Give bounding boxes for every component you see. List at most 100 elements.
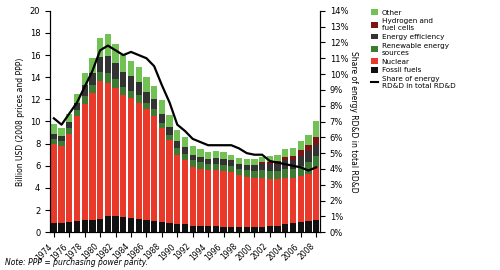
Bar (182, 160, 188, 224)
Bar (158, 114, 165, 123)
Bar (136, 67, 142, 82)
Bar (244, 227, 250, 232)
Bar (66, 114, 72, 122)
Bar (274, 171, 280, 179)
Bar (151, 221, 158, 232)
Bar (120, 217, 126, 232)
Bar (313, 220, 320, 232)
Bar (120, 72, 126, 87)
Bar (97, 57, 103, 72)
Bar (182, 224, 188, 232)
Bar (82, 104, 88, 220)
Bar (66, 222, 72, 232)
Bar (220, 153, 226, 159)
Bar (74, 103, 80, 110)
Bar (128, 60, 134, 76)
Bar (298, 222, 304, 232)
Bar (182, 147, 188, 154)
Bar (182, 137, 188, 147)
Y-axis label: Share of energy RD&D in total RD&D: Share of energy RD&D in total RD&D (349, 51, 358, 192)
Bar (74, 94, 80, 103)
Bar (66, 122, 72, 128)
Bar (290, 148, 296, 156)
Bar (220, 227, 226, 232)
Bar (220, 159, 226, 165)
Bar (274, 155, 280, 161)
Bar (252, 159, 258, 165)
Bar (252, 165, 258, 171)
Bar (97, 72, 103, 80)
Bar (198, 169, 203, 225)
Bar (228, 160, 234, 166)
Bar (252, 171, 258, 178)
Bar (104, 56, 111, 73)
Bar (212, 151, 219, 158)
Bar (190, 167, 196, 225)
Bar (205, 164, 212, 170)
Bar (274, 179, 280, 225)
Bar (198, 149, 203, 157)
Bar (136, 82, 142, 95)
Bar (228, 166, 234, 173)
Bar (190, 160, 196, 167)
Bar (97, 80, 103, 219)
Bar (151, 109, 158, 116)
Bar (166, 140, 172, 223)
Bar (158, 222, 165, 232)
Bar (82, 73, 88, 85)
Bar (212, 158, 219, 164)
Bar (236, 169, 242, 175)
Bar (166, 223, 172, 232)
Bar (144, 103, 150, 109)
Bar (274, 164, 280, 171)
Bar (205, 225, 212, 232)
Bar (136, 219, 142, 232)
Bar (220, 165, 226, 171)
Bar (282, 169, 288, 178)
Bar (236, 227, 242, 232)
Bar (112, 79, 118, 88)
Bar (298, 156, 304, 166)
Bar (97, 219, 103, 232)
Legend: Other, Hydrogen and
fuel cells, Energy efficiency, Renewable energy
sources, Nuc: Other, Hydrogen and fuel cells, Energy e… (368, 6, 458, 92)
Bar (306, 145, 312, 151)
Bar (290, 223, 296, 232)
Bar (104, 83, 111, 215)
Bar (58, 223, 64, 232)
Bar (166, 115, 172, 127)
Bar (306, 163, 312, 174)
Bar (266, 163, 273, 164)
Bar (290, 178, 296, 223)
Bar (174, 155, 180, 224)
Bar (158, 128, 165, 222)
Bar (82, 85, 88, 96)
Bar (90, 73, 96, 85)
Bar (266, 156, 273, 163)
Bar (190, 146, 196, 155)
Bar (166, 135, 172, 140)
Bar (50, 124, 57, 134)
Bar (205, 153, 212, 159)
Bar (128, 218, 134, 232)
Bar (259, 163, 266, 164)
Bar (274, 225, 280, 232)
Bar (90, 85, 96, 93)
Bar (104, 34, 111, 56)
Bar (228, 173, 234, 227)
Bar (266, 225, 273, 232)
Bar (259, 164, 266, 170)
Bar (166, 127, 172, 135)
Bar (212, 170, 219, 225)
Bar (151, 116, 158, 221)
Bar (144, 92, 150, 103)
Bar (282, 224, 288, 232)
Bar (282, 149, 288, 157)
Bar (174, 148, 180, 155)
Bar (259, 227, 266, 232)
Bar (144, 109, 150, 220)
Bar (50, 223, 57, 232)
Bar (174, 130, 180, 141)
Bar (306, 221, 312, 232)
Bar (74, 221, 80, 232)
Bar (112, 215, 118, 232)
